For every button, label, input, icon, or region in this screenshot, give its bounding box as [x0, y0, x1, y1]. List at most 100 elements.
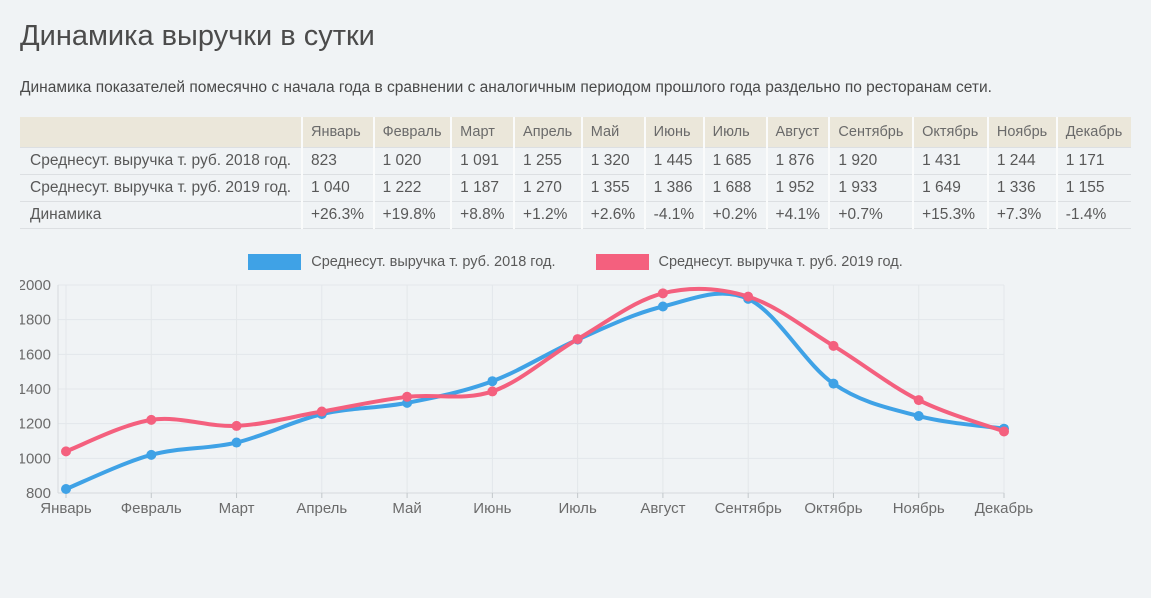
data-point[interactable] — [316, 406, 327, 417]
svg-text:Апрель: Апрель — [296, 500, 347, 517]
value-cell: 1 649 — [912, 174, 988, 202]
table-row: Среднесут. выручка т. руб. 2018 год. 823 1… — [20, 147, 1131, 175]
svg-text:2000: 2000 — [20, 277, 51, 294]
month-header: Июнь — [643, 117, 704, 148]
value-cell: 823 — [301, 147, 374, 175]
value-cell: 1 040 — [301, 174, 374, 202]
dynamics-cell: +8.8% — [450, 201, 515, 229]
y-axis-labels: 800 1000 1200 1400 1600 1800 2000 — [18, 277, 51, 502]
table-row: Среднесут. выручка т. руб. 2019 год. 1 04… — [20, 174, 1131, 202]
svg-text:Август: Август — [640, 500, 685, 517]
row-label: Среднесут. выручка т. руб. 2019 год. — [20, 174, 302, 202]
data-point[interactable] — [146, 449, 157, 460]
value-cell: 1 876 — [765, 147, 830, 175]
dynamics-cell: +4.1% — [765, 201, 830, 229]
value-cell: 1 685 — [702, 147, 767, 175]
data-point[interactable] — [487, 386, 498, 397]
data-point[interactable] — [828, 378, 839, 389]
data-point[interactable] — [487, 376, 498, 387]
value-cell: 1 336 — [986, 174, 1057, 202]
revenue-line-chart: 800 1000 1200 1400 1600 1800 2000 Январь Февраль… — [18, 277, 1034, 517]
data-point[interactable] — [657, 301, 668, 312]
data-point[interactable] — [913, 395, 924, 406]
svg-text:Декабрь: Декабрь — [975, 500, 1034, 517]
data-point[interactable] — [61, 446, 71, 457]
month-header: Декабрь — [1055, 117, 1131, 148]
svg-text:Октябрь: Октябрь — [804, 500, 862, 517]
comparison-table: Январь Февраль Март Апрель Май Июнь Июль Август… — [20, 117, 1131, 229]
table-header-row: Январь Февраль Март Апрель Май Июнь Июль Август… — [20, 117, 1131, 148]
data-point[interactable] — [743, 291, 754, 302]
dynamics-cell: +15.3% — [912, 201, 988, 229]
value-cell: 1 445 — [643, 147, 704, 175]
legend-label: Среднесут. выручка т. руб. 2018 год. — [311, 254, 556, 270]
legend-swatch — [595, 254, 649, 270]
value-cell: 1 187 — [450, 174, 515, 202]
corner-cell — [20, 117, 302, 148]
svg-text:1600: 1600 — [20, 346, 51, 363]
x-axis-labels: Январь Февраль Март Апрель Май Июнь Июль Август… — [40, 500, 1033, 517]
month-header: Сентябрь — [828, 117, 914, 148]
value-cell: 1 320 — [580, 147, 645, 175]
month-header: Ноябрь — [986, 117, 1057, 148]
value-cell: 1 920 — [828, 147, 914, 175]
month-header: Май — [580, 117, 645, 148]
month-header: Апрель — [513, 117, 582, 148]
svg-text:Июль: Июль — [558, 500, 596, 517]
value-cell: 1 270 — [513, 174, 582, 202]
value-cell: 1 091 — [450, 147, 515, 175]
svg-text:800: 800 — [26, 485, 51, 502]
svg-text:1800: 1800 — [20, 312, 51, 329]
series-2018 — [61, 291, 1009, 495]
svg-text:Ноябрь: Ноябрь — [893, 500, 945, 517]
data-point[interactable] — [231, 437, 242, 448]
row-label: Динамика — [20, 201, 302, 229]
data-point[interactable] — [999, 426, 1009, 437]
legend-label: Среднесут. выручка т. руб. 2019 год. — [658, 254, 903, 270]
legend-swatch — [248, 254, 302, 270]
svg-text:Май: Май — [392, 500, 421, 517]
dynamics-cell: +1.2% — [513, 201, 582, 229]
svg-text:1200: 1200 — [20, 416, 51, 433]
data-point[interactable] — [572, 334, 583, 345]
value-cell: 1 020 — [372, 147, 452, 175]
svg-text:Февраль: Февраль — [121, 500, 182, 517]
data-point[interactable] — [913, 411, 924, 422]
dynamics-cell: -4.1% — [643, 201, 704, 229]
dynamics-cell: +0.2% — [702, 201, 767, 229]
page-subtitle: Динамика показателей помесячно с начала … — [20, 79, 992, 96]
data-point[interactable] — [231, 420, 242, 431]
legend-item-2018[interactable]: Среднесут. выручка т. руб. 2018 год. — [248, 254, 556, 270]
grid — [58, 284, 1005, 494]
month-header: Март — [450, 117, 515, 148]
data-point[interactable] — [402, 391, 413, 402]
chart-legend: Среднесут. выручка т. руб. 2018 год. Сред… — [20, 254, 1131, 270]
svg-text:1400: 1400 — [20, 381, 51, 398]
svg-text:1000: 1000 — [20, 450, 51, 467]
dynamics-cell: +0.7% — [828, 201, 914, 229]
month-header: Январь — [301, 117, 374, 148]
value-cell: 1 933 — [828, 174, 914, 202]
report-page: Динамика выручки в сутки Динамика показа… — [0, 19, 1151, 525]
value-cell: 1 431 — [912, 147, 988, 175]
month-header: Август — [765, 117, 830, 148]
data-point[interactable] — [828, 340, 839, 351]
dynamics-cell: +2.6% — [580, 201, 645, 229]
month-header: Октябрь — [912, 117, 988, 148]
legend-item-2019[interactable]: Среднесут. выручка т. руб. 2019 год. — [595, 254, 903, 270]
value-cell: 1 255 — [513, 147, 582, 175]
dynamics-cell: -1.4% — [1055, 201, 1131, 229]
svg-text:Март: Март — [219, 500, 255, 517]
value-cell: 1 155 — [1055, 174, 1131, 202]
data-point[interactable] — [657, 288, 668, 299]
table-row: Динамика +26.3% +19.8% +8.8% +1.2% +2.6% -4.1%… — [20, 201, 1131, 229]
row-label: Среднесут. выручка т. руб. 2018 год. — [20, 147, 302, 175]
data-point[interactable] — [61, 484, 71, 495]
value-cell: 1 386 — [643, 174, 704, 202]
month-header: Февраль — [372, 117, 452, 148]
month-header: Июль — [702, 117, 767, 148]
value-cell: 1 171 — [1055, 147, 1131, 175]
series-2019 — [61, 286, 1009, 457]
svg-text:Июнь: Июнь — [473, 500, 511, 517]
data-point[interactable] — [146, 414, 157, 425]
